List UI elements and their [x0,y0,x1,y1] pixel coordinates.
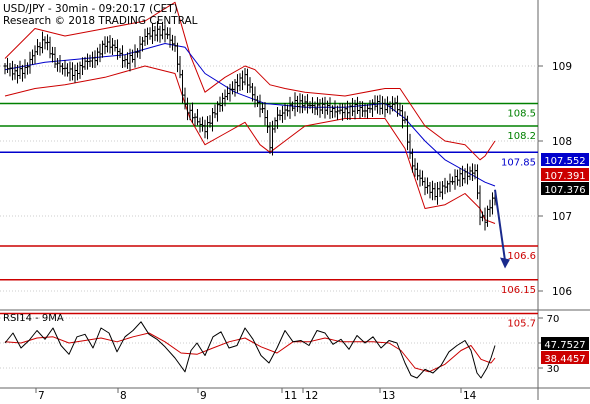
rsi-ma-line [4,332,496,373]
price-axis-label: 107 [552,211,572,223]
forecast-arrow [494,189,510,269]
price-axis-label: 108 [552,136,572,148]
level-label: 108.2 [507,131,536,142]
rsi-axis-label: 30 [547,364,560,375]
level-label: 105.7 [507,319,536,330]
level-label: 107.85 [501,157,536,168]
time-axis-label: 12 [305,390,318,400]
level-label: 106.15 [501,285,536,296]
price-axis-label: 106 [552,286,572,298]
bollinger-upper-line [4,1,496,161]
rsi-tag-box [541,351,589,364]
rsi-title: RSI14 - 9MA [3,313,64,324]
forecast-arrow-shaft [494,189,506,261]
price-tag-label: 107.391 [544,171,585,182]
price-tag-label: 107.376 [544,185,585,196]
moving-average-line [4,43,496,187]
rsi-tag-box [541,337,589,350]
rsi-axis-label: 70 [547,314,560,325]
bollinger-bands [4,1,496,224]
rsi-panel [4,321,496,379]
price-tags: 107.552 107.391 107.376 47.7527 38.4457 [541,153,589,365]
price-tag-box [541,153,589,166]
time-axis-label: 14 [463,390,477,400]
rsi-tag-label: 47.7527 [544,340,585,351]
grid [0,65,538,369]
forecast-arrow-head [500,257,510,269]
time-axis-label: 11 [284,390,297,400]
time-axis-label: 8 [120,390,127,400]
price-tag-box [541,182,589,195]
time-axis-label: 13 [382,390,395,400]
price-axis-label: 109 [552,61,572,73]
time-axis-label: 9 [200,390,207,400]
price-axis-ticks: 106107108109305070 [538,61,572,375]
time-axis-label: 7 [38,390,45,400]
support-resistance-levels: 108.5 108.2 107.85 106.6 106.15 105.7 [0,102,538,330]
price-tag-label: 107.552 [544,156,585,167]
level-label: 108.5 [507,109,536,120]
price-candles [3,21,497,231]
chart-copyright: Research © 2018 TRADING CENTRAL [3,15,198,27]
rsi-tag-label: 38.4457 [544,354,585,365]
moving-average [4,43,496,187]
time-axis-ticks: 7 8 9 11 12 13 14 [35,388,477,402]
rsi-line [4,321,496,379]
level-label: 106.6 [507,251,536,262]
price-tag-box [541,168,589,181]
chart-title: USD/JPY - 30min - 09:20:17 (CET) [3,3,178,15]
